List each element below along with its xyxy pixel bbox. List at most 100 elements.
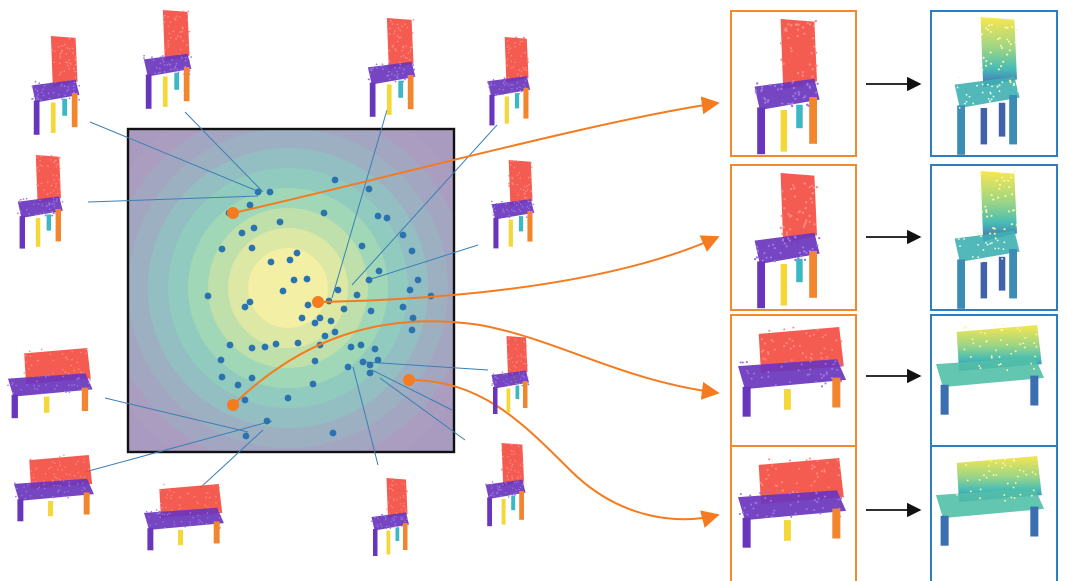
chair-leg [403,523,408,550]
latent-point [238,229,246,237]
latent-point [293,249,301,257]
chair-thumbnail-1 [31,36,81,135]
latent-point [316,314,324,322]
sofa-seat [144,507,224,530]
latent-point [320,209,328,217]
chair-leg [487,497,492,527]
chair-seat [491,370,529,389]
sofa-leg [832,377,841,408]
connector-line [104,397,249,433]
latent-point [344,363,352,371]
sofa-leg [44,396,50,413]
chair-thumbnail-4 [367,18,416,117]
latent-point [250,224,258,232]
chair-leg [957,259,965,309]
sofa-thumbnail-2 [14,454,94,522]
chair-leg [35,218,41,247]
latent-point [406,286,414,294]
latent-point [365,276,373,284]
output-sofa [936,456,1045,546]
sofa-leg [83,492,90,515]
sofa-leg [832,508,841,539]
chair-leg [757,261,765,309]
latent-point [266,188,274,196]
latent-point [374,356,382,364]
latent-point [254,188,262,196]
sampled-point [227,399,239,411]
connector-line [364,361,489,371]
chair-back [504,37,529,83]
armchair-thumbnail-1 [370,477,409,556]
chair-leg [19,216,25,249]
connector-line [331,109,388,299]
chair-leg [757,107,765,155]
chair-leg [515,385,520,399]
chair-leg [780,110,788,152]
latent-point [218,373,226,381]
chair-leg [489,94,495,126]
transform-arrows [866,76,922,518]
connector-line [199,429,264,489]
chair-back [50,36,78,88]
chair-leg [998,256,1006,291]
chair-back [35,155,61,204]
chair-leg [796,258,803,283]
chair-leg [398,80,404,98]
chair-leg [796,104,803,129]
latent-point [226,341,234,349]
chair-seat [371,512,409,531]
chair-seat [954,230,1020,262]
chair-back [780,19,817,90]
chair-leg [373,529,378,556]
connector-line [379,377,466,441]
connector-line [89,121,256,191]
latent-point [241,303,249,311]
connector-line [184,111,264,193]
shape-thumbnails [7,9,535,556]
chair-thumbnail-3 [17,155,64,249]
connector-lines [84,109,498,489]
latent-point [284,394,292,402]
chair-leg [493,387,498,414]
latent-point [248,244,256,252]
latent-point [357,341,365,349]
armchair-thumbnail-3 [485,443,526,527]
chair-leg [809,251,817,298]
latent-points [204,176,435,440]
chair-seat [754,78,820,110]
latent-point [246,201,254,209]
latent-point [334,286,342,294]
chair-leg [780,264,788,306]
latent-point [383,214,391,222]
latent-point [309,380,317,388]
latent-point [286,256,294,264]
latent-point [261,343,269,351]
latent-point [399,303,407,311]
connector-line [371,369,453,411]
chair-back [980,171,1017,242]
connector-line [351,124,498,286]
chair-leg [386,530,391,555]
chair-leg [518,216,524,232]
output-chair [954,170,1020,309]
chair-leg [980,108,988,145]
input-sofa [738,457,847,548]
latent-point [217,356,225,364]
chair-back [508,160,533,206]
sofa-seat [738,359,847,390]
sofa-leg [742,517,751,548]
sample-curve [408,379,720,528]
latent-point [340,305,348,313]
chair-leg [998,102,1006,137]
latent-point [414,276,422,284]
sofa-seat [936,357,1045,388]
chair-leg [523,88,529,119]
latent-point [375,267,383,275]
sofa-leg [48,500,54,517]
sofa-leg [213,521,220,544]
chair-leg [162,76,168,107]
latent-point [399,231,407,239]
latent-density-heatmap [128,129,454,452]
input-chair [754,19,820,155]
